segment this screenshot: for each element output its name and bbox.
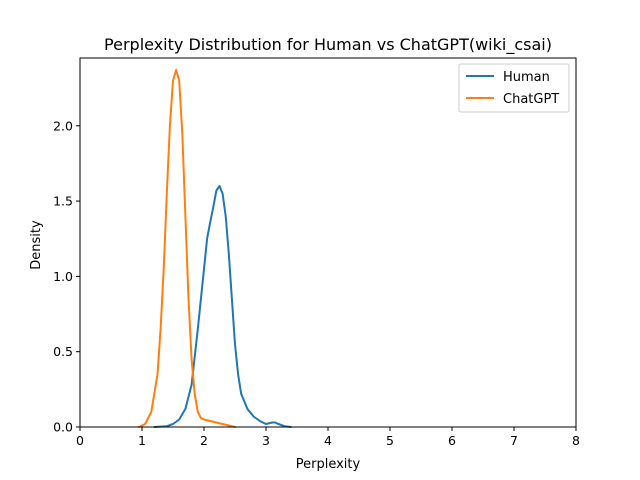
x-tick-label: 1 [138,433,146,448]
x-tick-label: 8 [572,433,580,448]
x-tick-label: 6 [448,433,456,448]
x-axis-label: Perplexity [296,457,361,472]
chart-title: Perplexity Distribution for Human vs Cha… [104,35,552,55]
x-tick-label: 2 [200,433,208,448]
y-tick-label: 1.0 [53,269,73,284]
x-tick-label: 7 [510,433,518,448]
legend-label-chatgpt: ChatGPT [503,92,559,107]
y-tick-label: 0.5 [53,344,73,359]
x-tick-label: 5 [386,433,394,448]
x-tick-label: 0 [76,433,84,448]
y-tick-label: 1.5 [53,194,73,209]
y-tick-label: 2.0 [53,118,73,133]
series-line-human [153,185,292,428]
plot-frame [79,57,577,428]
y-axis-label: Density [29,220,44,270]
y-tick-label: 0.0 [53,420,73,435]
x-tick-label: 4 [324,433,332,448]
x-tick-label: 3 [262,433,270,448]
legend: Human ChatGPT [458,63,570,113]
series-line-chatgpt [137,69,236,428]
legend-label-human: Human [503,70,550,85]
